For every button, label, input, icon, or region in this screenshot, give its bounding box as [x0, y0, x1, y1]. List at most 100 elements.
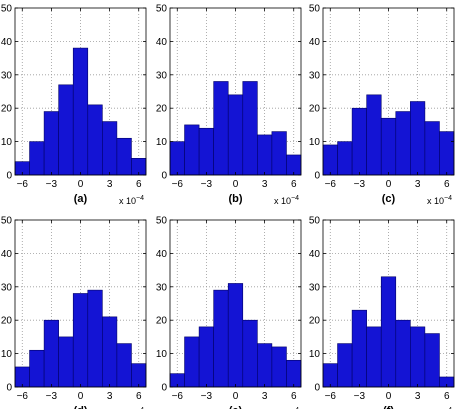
x-tick-label: −3: [46, 391, 58, 402]
histogram-bar: [29, 349, 45, 388]
histogram-bar: [242, 319, 258, 388]
histogram-bar: [257, 343, 273, 388]
x-tick-label: 0: [233, 179, 239, 190]
y-tick-label: 50: [1, 216, 13, 227]
x-tick-label: −3: [201, 391, 213, 402]
x-tick-label: −6: [325, 391, 337, 402]
histogram-bar: [257, 134, 273, 176]
histogram-bar: [424, 121, 440, 176]
histogram-bar: [366, 94, 382, 176]
histogram-bar: [43, 319, 59, 388]
y-tick-label: 30: [309, 282, 321, 293]
histogram-bar: [271, 131, 287, 176]
x-axis-multiplier: x 10−4: [427, 195, 452, 206]
y-tick-label: 40: [1, 249, 13, 260]
histogram-bar: [213, 81, 229, 176]
panel-label: (c): [382, 193, 396, 205]
histogram-bar: [72, 47, 89, 176]
y-tick-label: 50: [1, 4, 13, 15]
x-tick-label: 3: [262, 391, 268, 402]
y-tick-label: 10: [1, 137, 13, 148]
histogram-bar: [87, 104, 103, 176]
histogram-bar: [102, 316, 118, 388]
histogram-bar: [271, 346, 287, 388]
histogram-bar: [72, 293, 89, 388]
y-tick-label: 0: [314, 383, 320, 394]
y-tick-label: 20: [1, 104, 13, 115]
x-tick-label: 6: [136, 391, 142, 402]
histogram-bar: [198, 326, 214, 388]
y-tick-label: 20: [156, 316, 168, 327]
y-tick-label: 20: [156, 104, 168, 115]
x-tick-label: 6: [444, 391, 450, 402]
y-tick-label: 50: [309, 4, 321, 15]
x-tick-label: 6: [291, 391, 297, 402]
histogram-bar: [337, 141, 353, 176]
x-axis-multiplier: x 10−4: [274, 195, 299, 206]
panel-label: (e): [229, 405, 243, 409]
x-tick-label: −6: [172, 179, 184, 190]
x-tick-label: −6: [172, 391, 184, 402]
y-tick-label: 0: [314, 171, 320, 182]
histogram-bar: [322, 363, 338, 388]
y-tick-label: 0: [161, 171, 167, 182]
histogram-bar: [410, 326, 426, 388]
histogram-bar: [322, 144, 338, 176]
x-tick-label: −6: [17, 179, 29, 190]
histogram-bar: [351, 309, 367, 388]
y-tick-label: 30: [1, 70, 13, 81]
x-tick-label: −3: [46, 179, 58, 190]
histogram-bar: [351, 107, 367, 176]
x-tick-label: 3: [262, 179, 268, 190]
histogram-panel: 0 10 20 30 40 50 −6 −3 0 3 6 (b) x 10−4: [156, 4, 302, 206]
y-tick-label: 40: [1, 37, 13, 48]
x-tick-label: −3: [201, 179, 213, 190]
histogram-bar: [242, 81, 258, 176]
histogram-bar: [410, 101, 426, 176]
y-tick-label: 20: [309, 316, 321, 327]
histogram-bar: [227, 94, 244, 176]
x-tick-label: 0: [233, 391, 239, 402]
y-tick-label: 50: [156, 216, 168, 227]
histogram-bar: [102, 121, 118, 176]
panel-label: (a): [74, 193, 88, 205]
y-tick-label: 30: [156, 282, 168, 293]
histogram-panel: 0 10 20 30 40 50 −6 −3 0 3 6 (c) x 10−4: [309, 4, 455, 206]
x-tick-label: 0: [78, 391, 84, 402]
x-tick-label: 3: [107, 179, 113, 190]
y-tick-label: 10: [156, 137, 168, 148]
histogram-bar: [116, 137, 132, 176]
y-tick-label: 30: [156, 70, 168, 81]
x-tick-label: 3: [415, 179, 421, 190]
histogram-bar: [184, 336, 200, 388]
histogram-bar: [43, 111, 59, 176]
y-tick-label: 30: [1, 282, 13, 293]
y-tick-label: 10: [1, 349, 13, 360]
histogram-bar: [198, 127, 214, 176]
histogram-bar: [87, 289, 103, 388]
histogram-bar: [286, 154, 302, 176]
histogram-bar: [395, 111, 411, 176]
y-tick-label: 10: [309, 137, 321, 148]
histogram-panel: 0 10 20 30 40 50 −6 −3 0 3 6 (a) x 10−4: [1, 4, 147, 206]
x-tick-label: −6: [17, 391, 29, 402]
y-tick-label: 30: [309, 70, 321, 81]
panel-label: (d): [73, 405, 87, 409]
y-tick-label: 50: [309, 216, 321, 227]
histogram-bar: [29, 141, 45, 176]
y-tick-label: 10: [309, 349, 321, 360]
histogram-bar: [58, 336, 74, 388]
histogram-bar: [439, 131, 455, 176]
y-tick-label: 0: [6, 383, 12, 394]
histogram-bar: [380, 117, 397, 176]
x-tick-label: −6: [325, 179, 337, 190]
y-tick-label: 40: [156, 37, 168, 48]
y-tick-label: 20: [1, 316, 13, 327]
y-tick-label: 0: [6, 171, 12, 182]
panel-label: (f): [383, 405, 394, 409]
y-tick-label: 40: [309, 249, 321, 260]
y-tick-label: 0: [161, 383, 167, 394]
